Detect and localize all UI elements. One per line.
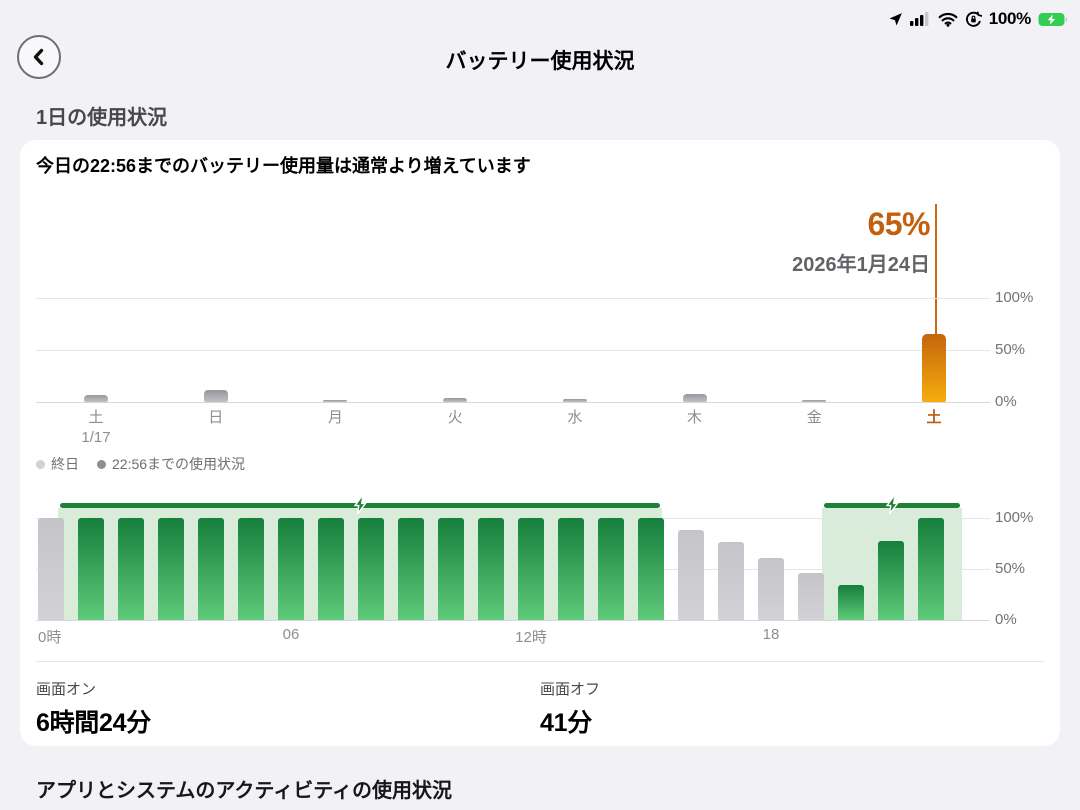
hourly-bar[interactable] (38, 518, 64, 620)
weekly-bar[interactable] (802, 399, 827, 402)
y-axis-label: 0% (995, 393, 1017, 410)
weekly-bar[interactable] (562, 398, 587, 402)
gridline (36, 620, 990, 621)
hourly-bar-charging[interactable] (438, 518, 464, 620)
hourly-bar[interactable] (678, 530, 704, 620)
hourly-bar-charging[interactable] (118, 518, 144, 620)
day-label: 土 (926, 409, 942, 426)
hourly-bar[interactable] (758, 557, 784, 620)
screen-off-stat: 画面オフ 41分 (540, 678, 600, 739)
y-axis-label: 50% (995, 341, 1026, 358)
day-label: 水 (567, 409, 583, 426)
gridline (36, 350, 990, 351)
hourly-bar-charging[interactable] (518, 518, 544, 620)
weekly-bar[interactable] (203, 389, 228, 402)
hourly-bar-charging[interactable] (878, 541, 904, 620)
weekly-bar[interactable] (682, 393, 707, 402)
back-button[interactable] (17, 35, 61, 79)
y-axis-label: 100% (995, 509, 1034, 526)
y-axis-label: 50% (995, 560, 1026, 577)
hourly-bar-charging[interactable] (398, 518, 424, 620)
hourly-bar-charging[interactable] (478, 518, 504, 620)
screen-on-label: 画面オン (36, 681, 97, 698)
hourly-bar[interactable] (798, 573, 824, 620)
hourly-bar-charging[interactable] (918, 518, 944, 620)
status-bar: 100% (888, 9, 1068, 29)
divider (36, 661, 1044, 662)
legend-label: 22:56までの使用状況 (112, 456, 246, 472)
day-label: 日 (208, 409, 224, 426)
day-label: 火 (447, 409, 463, 426)
legend-label: 終日 (51, 456, 79, 472)
x-axis-label: 0時 (38, 629, 62, 646)
weekly-bar-selected[interactable] (921, 334, 946, 402)
x-axis-label: 12時 (515, 629, 547, 646)
screen-on-value: 6時間24分 (36, 709, 151, 737)
gridline (36, 518, 990, 519)
hourly-bar-charging[interactable] (358, 518, 384, 620)
x-axis-label: 18 (762, 626, 780, 643)
hourly-bar-charging[interactable] (638, 518, 664, 620)
day-label: 土 (88, 409, 104, 426)
cellular-signal-icon (909, 12, 931, 26)
legend-dot (97, 459, 106, 469)
hourly-bar-charging[interactable] (838, 585, 864, 620)
gridline (36, 402, 990, 403)
gridline (36, 298, 990, 299)
screen-off-label: 画面オフ (540, 681, 601, 698)
annotation-pointer-line (935, 204, 937, 334)
hourly-bar[interactable] (718, 542, 744, 620)
battery-charging-icon (1038, 12, 1068, 27)
day-sub-label: 1/17 (81, 429, 111, 446)
day-label: 木 (687, 409, 703, 426)
hourly-bar-charging[interactable] (558, 518, 584, 620)
day-label: 金 (806, 409, 822, 426)
y-axis-label: 0% (995, 611, 1017, 628)
chart-legend: 終日 22:56までの使用状況 (36, 454, 245, 474)
selected-day-date: 2026年1月24日 (792, 254, 930, 276)
x-axis-label: 06 (282, 626, 300, 643)
hourly-bar-charging[interactable] (598, 518, 624, 620)
selected-day-usage-value: 65% (867, 206, 930, 242)
legend-dot (36, 459, 45, 469)
hourly-bar-charging[interactable] (318, 518, 344, 620)
gridline (36, 569, 990, 570)
hourly-bar-charging[interactable] (158, 518, 184, 620)
card-headline: 今日の22:56までのバッテリー使用量は通常より増えています (36, 156, 531, 176)
screen-off-value: 41分 (540, 709, 592, 737)
hourly-bar-charging[interactable] (78, 518, 104, 620)
location-icon (888, 12, 903, 27)
section-header-daily-usage: 1日の使用状況 (36, 107, 168, 129)
y-axis-label: 100% (995, 289, 1034, 306)
screen-on-stat: 画面オン 6時間24分 (36, 678, 151, 739)
legend-item: 22:56までの使用状況 (97, 454, 245, 474)
weekly-bar[interactable] (443, 397, 468, 402)
daily-usage-card: 今日の22:56までのバッテリー使用量は通常より増えています 65% 2026年… (20, 140, 1060, 746)
hourly-bar-charging[interactable] (238, 518, 264, 620)
orientation-lock-icon (965, 10, 982, 28)
chevron-left-icon (33, 48, 44, 66)
battery-percent-label: 100% (988, 9, 1032, 28)
weekly-bar[interactable] (323, 399, 348, 402)
weekly-usage-chart: 100% 50% 0% 土 1/17 日 月 火 水 木 金 土 (36, 289, 1033, 446)
hourly-bar-charging[interactable] (278, 518, 304, 620)
weekly-bar[interactable] (84, 394, 108, 402)
hourly-battery-level-chart: 100% 50% 0% 0時 06 12時 18 (36, 494, 1033, 646)
wifi-icon (938, 12, 958, 27)
hourly-bar-charging[interactable] (198, 518, 224, 620)
page-title: バッテリー使用状況 (445, 50, 635, 73)
day-label: 月 (327, 409, 343, 426)
section-header-app-activity: アプリとシステムのアクティビティの使用状況 (36, 780, 452, 802)
charging-bolt-icon (353, 494, 367, 519)
legend-item: 終日 (36, 454, 79, 474)
charging-bolt-icon (885, 494, 899, 519)
